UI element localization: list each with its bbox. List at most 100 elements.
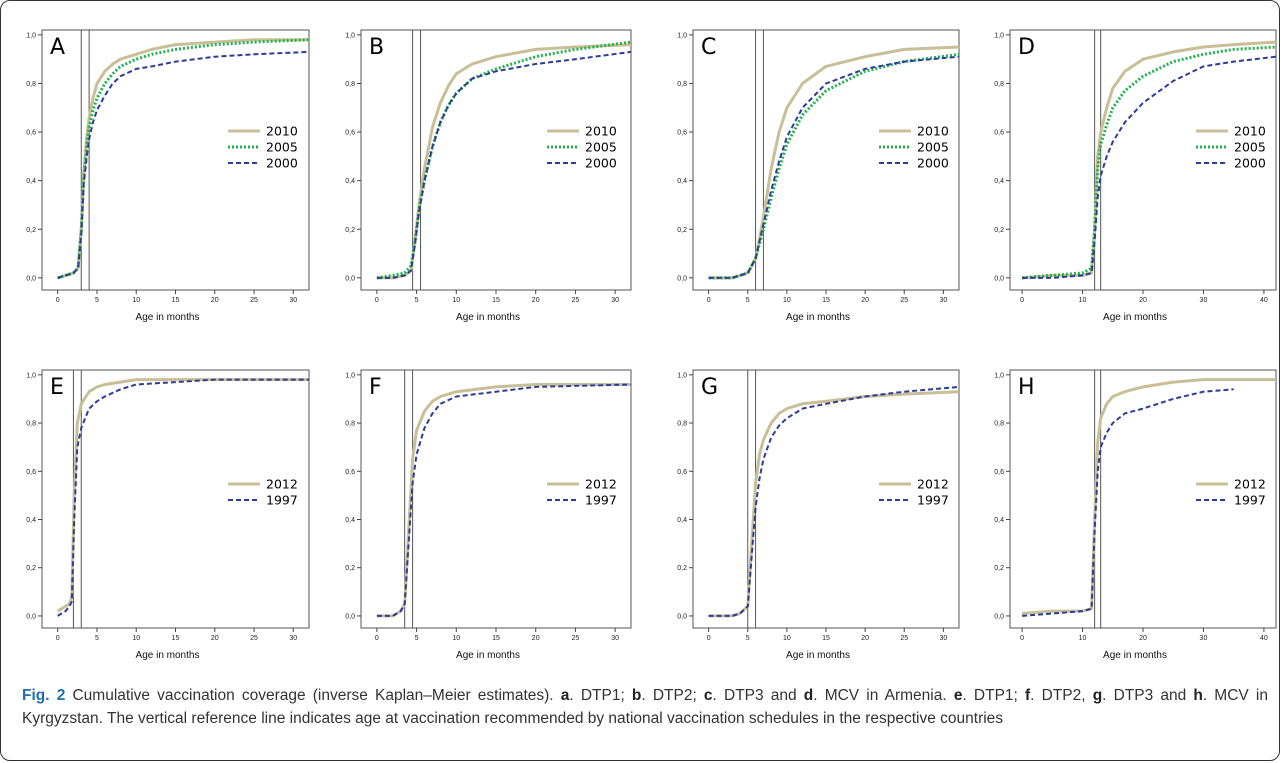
x-tick-label: 10 [132, 297, 140, 304]
y-tick-label: 0,6 [677, 130, 687, 137]
y-tick-label: 0,6 [26, 130, 36, 137]
x-tick-label: 0 [56, 297, 60, 304]
y-tick-label: 0,8 [26, 81, 36, 88]
x-tick-label: 10 [452, 635, 460, 642]
x-tick-label: 10 [783, 297, 791, 304]
series-group [56, 378, 309, 617]
y-tick-label: 0,6 [677, 469, 687, 476]
x-tick-label: 30 [289, 635, 297, 642]
legend-label-2000: 2000 [917, 156, 949, 171]
y-tick-label: 0,6 [994, 130, 1004, 137]
y-tick-label: 0,8 [345, 421, 355, 428]
caption-panel-ref: h [1193, 687, 1203, 704]
y-tick-label: 0,2 [994, 565, 1004, 572]
legend-label-2005: 2005 [917, 140, 949, 155]
legend-label-2005: 2005 [585, 140, 617, 155]
x-tick-label: 25 [900, 635, 908, 642]
x-tick-label: 20 [1139, 635, 1147, 642]
series-line-2000 [1022, 55, 1276, 279]
y-tick-label: 0,6 [345, 130, 355, 137]
x-axis-label: Age in months [136, 312, 200, 323]
panel-letter: H [1018, 375, 1035, 400]
legend-label-2000: 2000 [266, 156, 298, 171]
y-tick-label: 0,0 [994, 613, 1004, 620]
x-tick-label: 0 [1020, 635, 1024, 642]
x-tick-label: 5 [746, 635, 750, 642]
series-group [376, 40, 631, 280]
y-tick-label: 1,0 [26, 372, 36, 379]
panel-letter: A [50, 35, 65, 60]
y-tick-label: 0,4 [26, 178, 36, 185]
x-tick-label: 5 [95, 635, 99, 642]
y-tick-label: 0,8 [345, 81, 355, 88]
series-line-2000 [57, 50, 309, 279]
legend-label-2005: 2005 [1234, 140, 1266, 155]
caption-text: . DTP2; [641, 687, 704, 704]
y-tick-label: 1,0 [994, 32, 1004, 39]
x-tick-label: 40 [1260, 297, 1268, 304]
caption-panel-ref: g [1092, 687, 1103, 704]
y-tick-label: 0,2 [345, 565, 355, 572]
series-group [708, 385, 959, 618]
y-tick-label: 0,0 [677, 613, 687, 620]
y-tick-label: 0,8 [677, 81, 687, 88]
y-tick-label: 0,0 [994, 275, 1004, 282]
series-group [57, 38, 309, 280]
y-tick-label: 0,0 [345, 613, 355, 620]
caption-text: . DTP3 and [1102, 687, 1194, 704]
y-tick-label: 0,8 [994, 421, 1004, 428]
x-tick-label: 10 [452, 297, 460, 304]
series-group [376, 383, 631, 618]
x-tick-label: 20 [861, 297, 869, 304]
chart-panel-d: 0,0 0,2 0,4 0,6 0,8 1,0 0 10 20 30 40 Age in months… [994, 29, 1277, 323]
x-tick-label: 30 [611, 635, 619, 642]
series-group [1021, 378, 1276, 617]
y-tick-label: 0,6 [26, 469, 36, 476]
y-tick-label: 0,6 [345, 469, 355, 476]
legend-label-2012: 2012 [266, 477, 298, 492]
x-axis-label: Age in months [136, 650, 200, 661]
series-line-2005 [57, 38, 309, 280]
chart-panel-f: 0,0 0,2 0,4 0,6 0,8 1,0 0 5 10 15 20 25 30 Age in mon… [345, 369, 632, 661]
y-tick-label: 1,0 [26, 32, 36, 39]
y-tick-label: 0,4 [677, 517, 687, 524]
y-tick-label: 0,4 [26, 517, 36, 524]
x-tick-label: 15 [822, 297, 830, 304]
caption-text: . DTP1; [962, 687, 1025, 704]
legend-label-1997: 1997 [585, 493, 617, 508]
y-tick-label: 0,4 [994, 517, 1004, 524]
chart-panel-c: 0,0 0,2 0,4 0,6 0,8 1,0 0 5 10 15 20 25 30 Age in mon… [677, 29, 960, 323]
legend-label-1997: 1997 [917, 493, 949, 508]
caption-panel-ref: c [703, 687, 713, 704]
caption-panel-ref: f [1024, 687, 1031, 704]
y-tick-label: 1,0 [345, 32, 355, 39]
series-line-2000 [376, 50, 631, 279]
figure-label: Fig. 2 [22, 687, 66, 704]
y-tick-label: 0,0 [677, 275, 687, 282]
series-group [708, 45, 959, 280]
x-tick-label: 30 [939, 635, 947, 642]
chart-panel-a: 0,0 0,2 0,4 0,6 0,8 1,0 0 5 10 15 20 25 30 Age in mon… [26, 29, 310, 323]
series-line-1997 [708, 385, 959, 617]
x-tick-label: 25 [250, 635, 258, 642]
x-tick-label: 0 [707, 297, 711, 304]
x-tick-label: 20 [1139, 297, 1147, 304]
y-tick-label: 0,2 [994, 227, 1004, 234]
y-tick-label: 0,2 [26, 227, 36, 234]
series-line-2010 [1021, 40, 1276, 280]
legend-label-2005: 2005 [266, 140, 298, 155]
caption-text: Cumulative vaccination coverage (inverse… [65, 687, 561, 704]
y-tick-label: 0,0 [26, 613, 36, 620]
figure-plots: 0,0 0,2 0,4 0,6 0,8 1,0 0 5 10 15 20 25 30 Age in mon… [26, 29, 1277, 661]
panel-letter: D [1018, 35, 1035, 60]
x-tick-label: 25 [572, 297, 580, 304]
series-line-2005 [1021, 45, 1276, 280]
chart-panel-g: 0,0 0,2 0,4 0,6 0,8 1,0 0 5 10 15 20 25 30 Age in mon… [677, 369, 960, 661]
series-line-2010 [57, 38, 309, 280]
x-tick-label: 20 [532, 297, 540, 304]
legend-label-2010: 2010 [1234, 124, 1266, 139]
x-tick-label: 40 [1260, 635, 1268, 642]
y-tick-label: 0,0 [26, 275, 36, 282]
panel-letter: F [369, 375, 382, 400]
x-tick-label: 15 [492, 297, 500, 304]
